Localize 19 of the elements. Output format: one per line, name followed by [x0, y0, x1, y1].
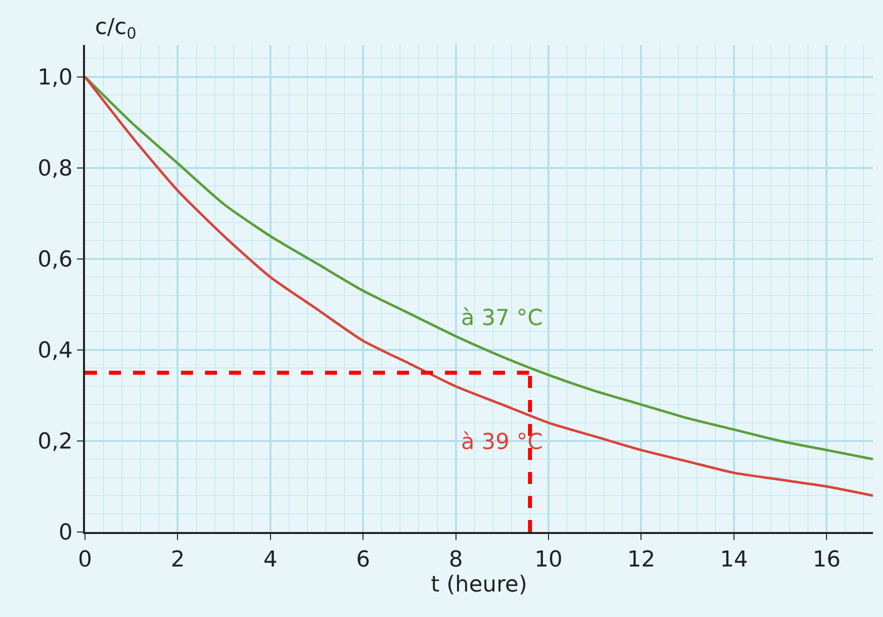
y-tick-label: 0,8 — [38, 156, 73, 182]
y-tick-label: 1,0 — [38, 66, 73, 91]
y-tick-label: 0 — [58, 520, 73, 546]
x-tick-label: 12 — [627, 547, 656, 572]
y-axis-title: c/c$_{0}$ — [95, 15, 136, 43]
y-tick-label: 0,6 — [38, 248, 73, 273]
series-label: à 39 °C — [461, 430, 543, 455]
x-tick-label: 16 — [812, 547, 841, 572]
x-tick-label: 2 — [170, 547, 185, 572]
x-tick-label: 6 — [356, 547, 370, 572]
x-tick-label: 14 — [720, 547, 748, 572]
x-tick-label: 10 — [534, 547, 563, 572]
y-tick-label: 0,4 — [38, 338, 73, 364]
x-tick-label: 0 — [78, 547, 92, 572]
series-label: à 37 °C — [461, 306, 543, 331]
y-tick-label: 0,2 — [38, 430, 73, 455]
x-axis-title: t (heure) — [430, 572, 528, 598]
x-tick-label: 4 — [263, 547, 278, 572]
x-tick-label: 8 — [448, 547, 463, 572]
